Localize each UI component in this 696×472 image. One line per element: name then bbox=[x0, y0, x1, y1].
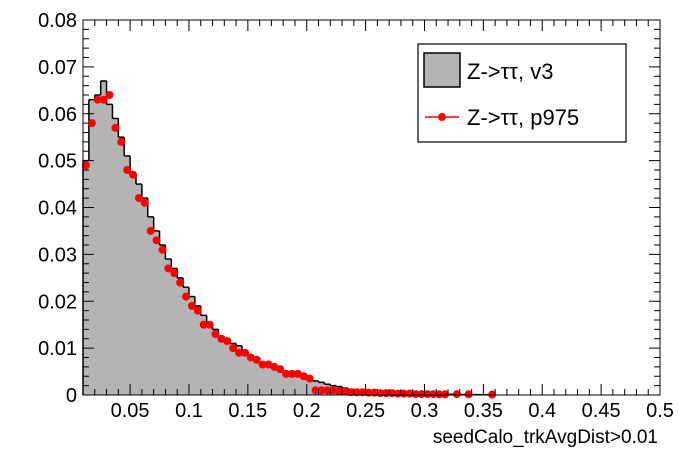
y-tick-label: 0.03 bbox=[38, 244, 77, 266]
x-tick-label: 0.1 bbox=[175, 400, 203, 422]
y-tick-label: 0.01 bbox=[38, 338, 77, 360]
series-point bbox=[199, 320, 208, 329]
x-tick-label: 0.05 bbox=[111, 400, 150, 422]
legend-label-v3: Z->ττ, v3 bbox=[467, 59, 553, 84]
series-point bbox=[393, 389, 402, 398]
comparison-series bbox=[81, 91, 497, 399]
series-point bbox=[346, 388, 355, 397]
series-point bbox=[111, 123, 120, 132]
y-tick-label: 0.02 bbox=[38, 291, 77, 313]
y-tick-label: 0.04 bbox=[38, 198, 77, 220]
series-point bbox=[423, 390, 432, 399]
series-point bbox=[311, 386, 320, 395]
axis-ticks bbox=[82, 19, 661, 396]
series-point bbox=[441, 390, 450, 399]
histogram-fill bbox=[83, 80, 496, 395]
series-point bbox=[99, 95, 108, 104]
series-point bbox=[258, 360, 267, 369]
series-point bbox=[335, 387, 344, 396]
x-tick-label: 0.15 bbox=[228, 400, 267, 422]
series-point bbox=[223, 337, 232, 346]
series-point bbox=[129, 170, 138, 179]
series-point bbox=[117, 137, 126, 146]
legend: Z->ττ, v3 Z->ττ, p975 bbox=[417, 43, 627, 143]
series-point bbox=[140, 198, 149, 207]
x-tick-label: 0.4 bbox=[528, 400, 556, 422]
legend-marker-p975 bbox=[438, 113, 446, 121]
legend-swatch-v3 bbox=[423, 52, 461, 88]
series-point bbox=[123, 166, 132, 174]
series-point bbox=[105, 91, 114, 99]
series-point bbox=[341, 387, 350, 396]
x-tick-label: 0.45 bbox=[582, 400, 621, 422]
series-point bbox=[235, 348, 244, 357]
x-tick-label: 0.5 bbox=[646, 400, 674, 422]
series-point bbox=[193, 306, 202, 315]
series-point bbox=[211, 330, 220, 339]
y-tick-label: 0.08 bbox=[38, 10, 77, 32]
series-point bbox=[229, 344, 238, 353]
series-point bbox=[252, 355, 261, 364]
y-tick-labels: 0 0.01 0.02 0.03 0.04 0.05 0.06 0.07 0.08 bbox=[38, 10, 77, 407]
y-tick-label: 0 bbox=[66, 385, 77, 407]
x-tick-labels: 0.05 0.1 0.15 0.2 0.25 0.3 0.35 0.4 0.45 0.5 bbox=[111, 400, 674, 422]
series-point bbox=[417, 390, 426, 399]
x-axis-title: seedCalo_trkAvgDist>0.01 bbox=[433, 427, 658, 448]
series-point bbox=[93, 95, 102, 104]
series-point bbox=[187, 301, 196, 310]
series-point bbox=[452, 390, 461, 399]
y-tick-label: 0.07 bbox=[38, 57, 77, 79]
series-point bbox=[464, 390, 473, 399]
series-point bbox=[288, 369, 297, 378]
y-tick-label: 0.05 bbox=[38, 151, 77, 173]
series-point bbox=[152, 236, 161, 245]
series-point bbox=[329, 386, 338, 395]
series-point bbox=[429, 390, 438, 399]
series-point bbox=[305, 374, 314, 383]
series-point bbox=[240, 348, 249, 357]
series-point bbox=[176, 278, 185, 287]
series-point bbox=[276, 365, 285, 374]
series-point bbox=[87, 119, 96, 128]
series-point bbox=[134, 194, 143, 203]
series-point bbox=[205, 320, 214, 329]
legend-label-p975: Z->ττ, p975 bbox=[467, 105, 579, 130]
series-point bbox=[399, 389, 408, 398]
series-point bbox=[81, 161, 90, 170]
x-tick-label: 0.35 bbox=[464, 400, 503, 422]
series-point bbox=[358, 388, 367, 397]
series-point bbox=[170, 269, 179, 278]
series-point bbox=[352, 388, 361, 397]
x-tick-label: 0.3 bbox=[411, 400, 439, 422]
series-point bbox=[317, 386, 326, 395]
series-point bbox=[435, 390, 444, 399]
series-point bbox=[411, 390, 420, 399]
x-tick-label: 0.2 bbox=[293, 400, 321, 422]
series-point bbox=[282, 369, 291, 378]
series-point bbox=[182, 292, 191, 301]
series-point bbox=[405, 389, 414, 398]
series-point bbox=[164, 264, 173, 273]
series-point bbox=[323, 386, 332, 395]
y-tick-label: 0.06 bbox=[38, 104, 77, 126]
series-point bbox=[146, 226, 155, 235]
series-point bbox=[158, 245, 167, 254]
x-tick-label: 0.25 bbox=[346, 400, 385, 422]
